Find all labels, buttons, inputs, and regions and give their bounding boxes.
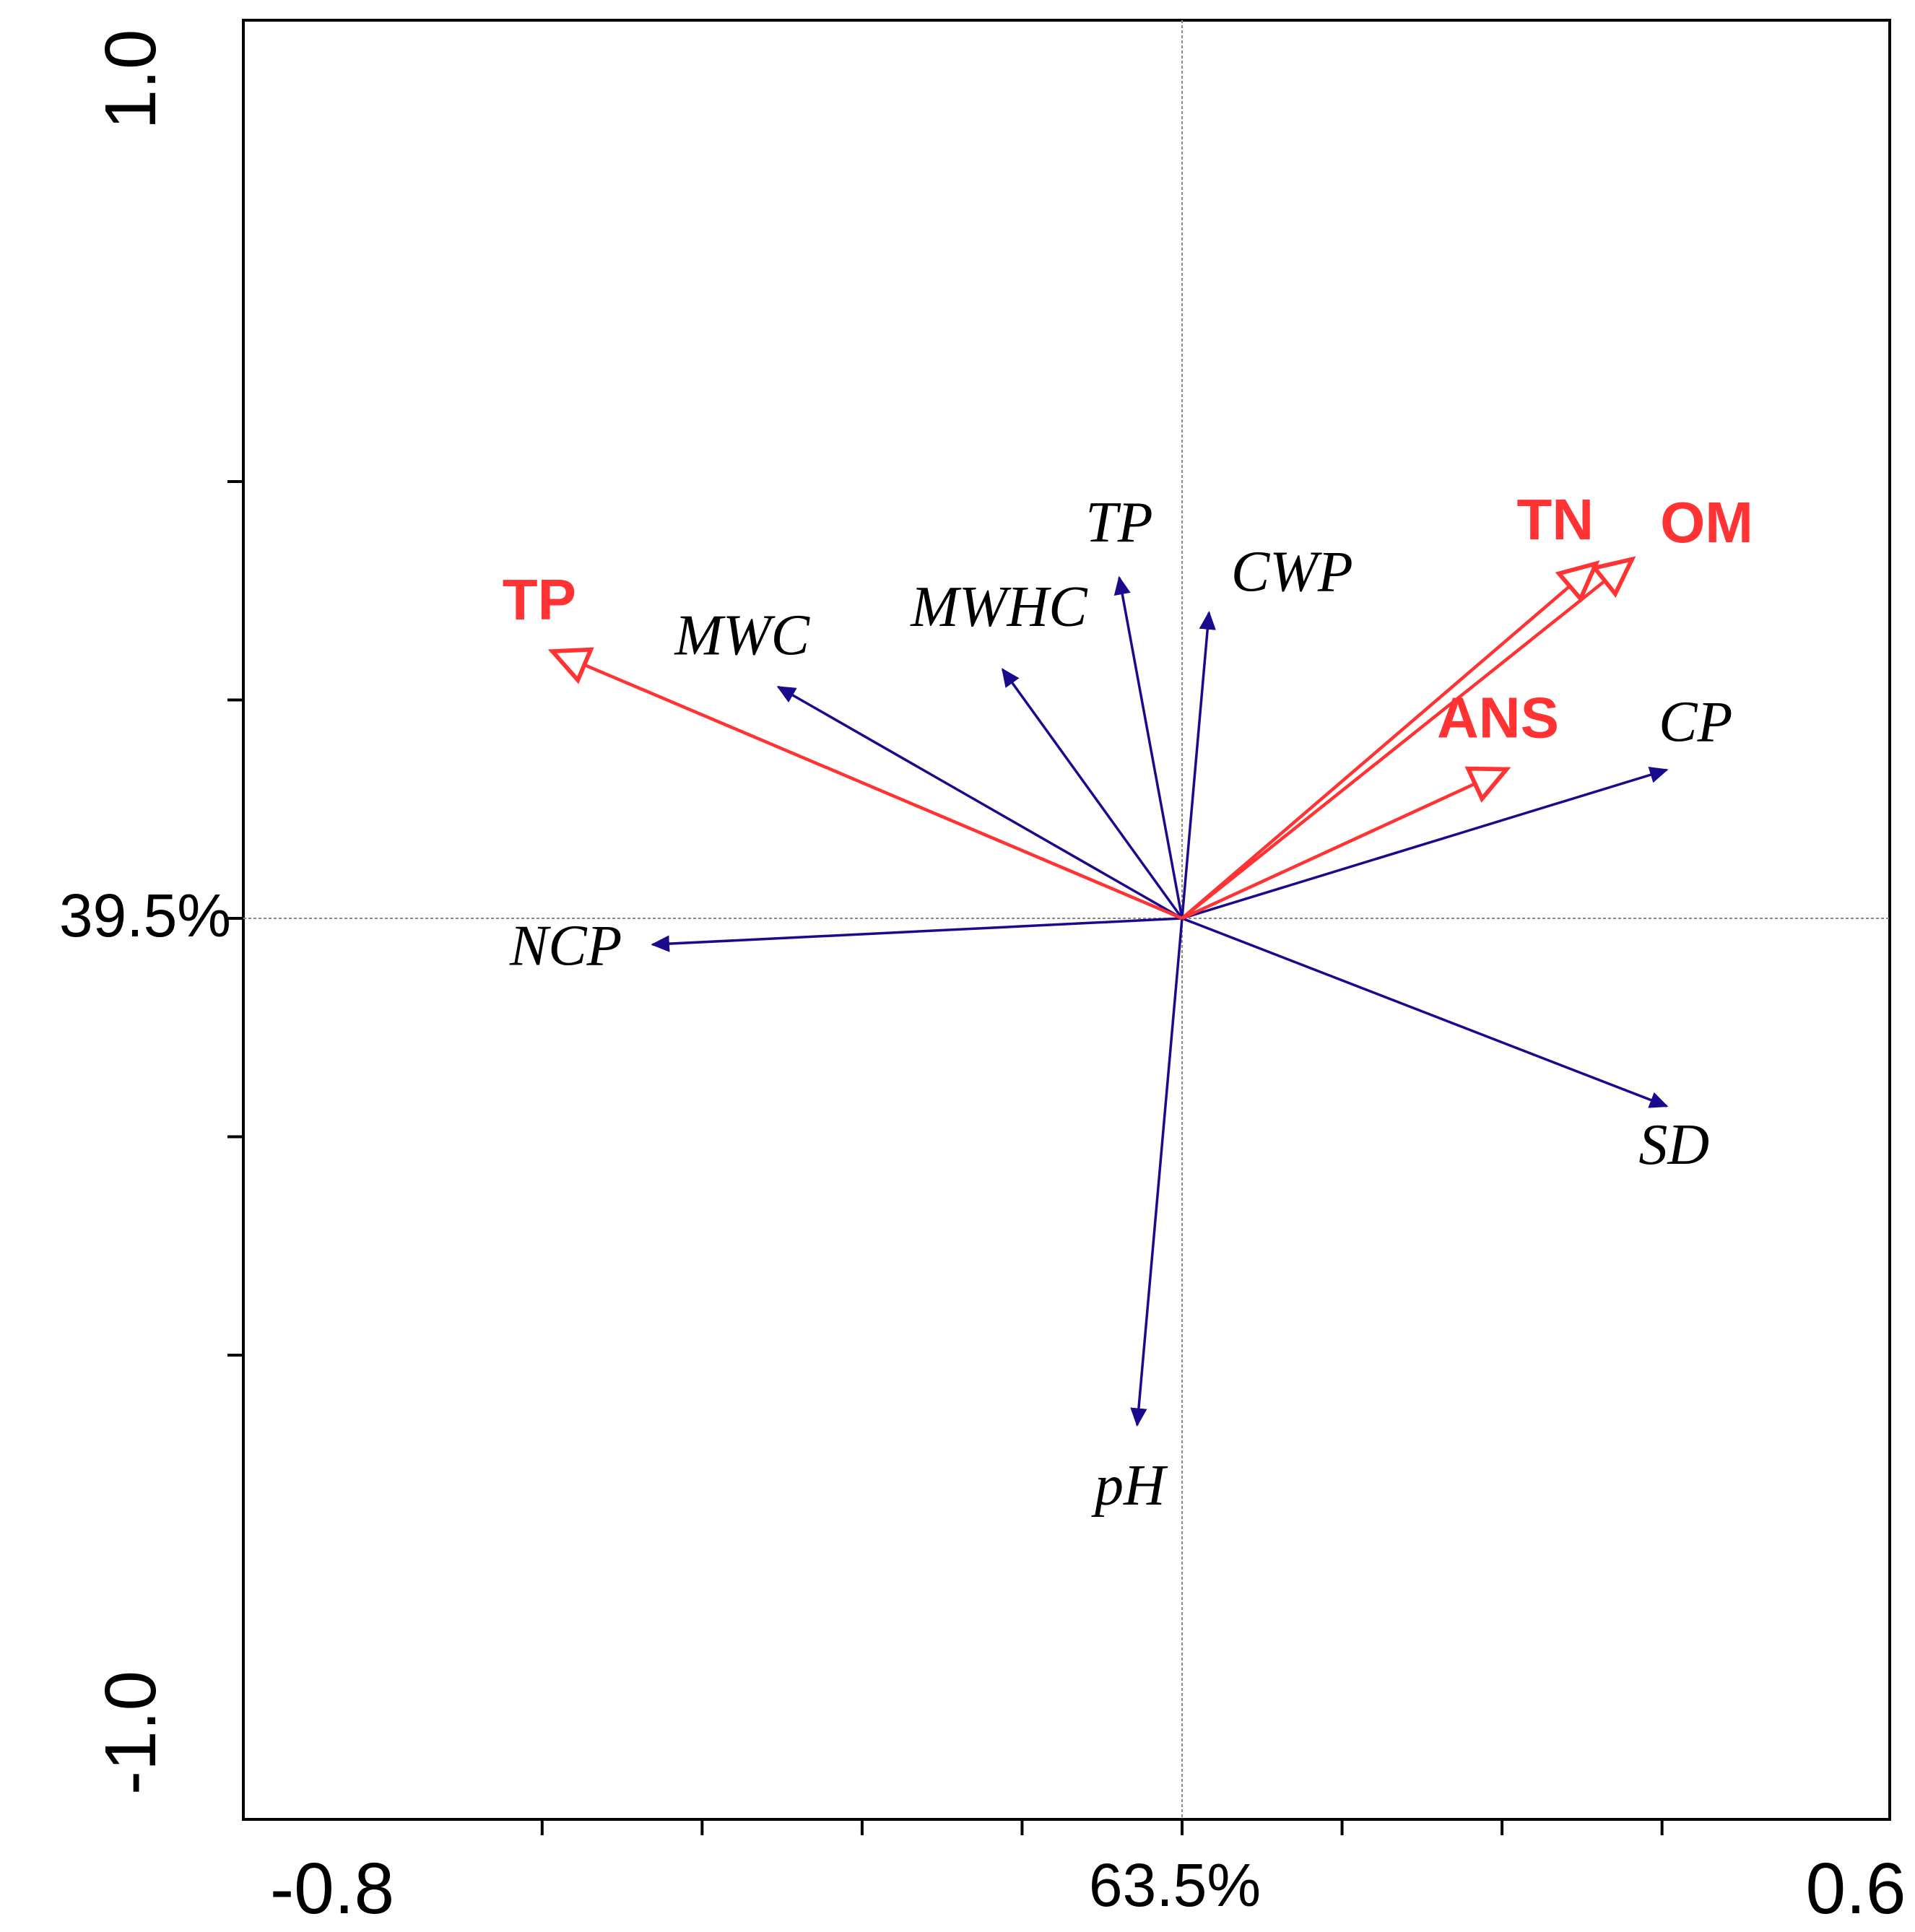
response-arrow-sd — [1181, 917, 1669, 1108]
explanatory-arrow-om — [1181, 560, 1631, 920]
explanatory-arrow-ans — [1181, 770, 1505, 921]
axis-ticks — [227, 480, 1664, 1835]
explanatory-arrow-tn — [1181, 565, 1595, 920]
response-arrow-mwhc — [1001, 668, 1184, 920]
y-axis-center-label: 39.5% — [59, 882, 231, 949]
explanatory-label-ans: ANS — [1437, 685, 1559, 749]
response-arrow-mwc — [776, 685, 1183, 920]
response-label-ncp: NCP — [509, 914, 622, 978]
response-label-cwp: CWP — [1231, 541, 1353, 604]
response-arrow-ncp — [651, 917, 1183, 952]
plot-frame — [242, 19, 1891, 1821]
response-label-ph: pH — [1091, 1454, 1168, 1518]
x-tick-label-left: -0.8 — [270, 1848, 394, 1929]
explanatory-arrows: TP TN OM ANS — [503, 487, 1753, 921]
explanatory-label-tp: TP — [503, 567, 576, 632]
response-label-cp: CP — [1659, 690, 1732, 754]
response-arrow-cwp — [1181, 611, 1216, 919]
response-label-mwhc: MWHC — [910, 575, 1088, 639]
y-tick-label-bottom: -1.0 — [90, 1671, 171, 1795]
response-arrow-ph — [1130, 918, 1184, 1427]
explanatory-label-tn: TN — [1516, 487, 1594, 552]
explanatory-label-om: OM — [1660, 490, 1753, 554]
response-arrow-cp — [1181, 766, 1669, 920]
response-arrows: TP CWP MWHC MWC CP NCP SD pH — [509, 491, 1733, 1518]
response-label-mwc: MWC — [674, 604, 810, 667]
y-tick-label-top: 1.0 — [90, 29, 171, 129]
response-label-tp: TP — [1085, 491, 1152, 554]
response-arrow-tp — [1113, 575, 1184, 919]
response-label-sd: SD — [1638, 1113, 1709, 1177]
x-axis-center-label: 63.5% — [1089, 1851, 1261, 1919]
explanatory-arrow-tp — [554, 652, 1183, 921]
x-tick-label-right: 0.6 — [1805, 1848, 1906, 1929]
